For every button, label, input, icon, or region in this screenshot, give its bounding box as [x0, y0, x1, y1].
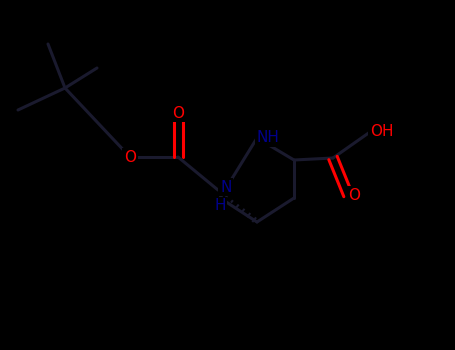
Text: N: N	[220, 180, 232, 195]
Text: NH: NH	[257, 131, 280, 146]
Text: O: O	[124, 149, 136, 164]
Text: OH: OH	[370, 125, 394, 140]
Text: O: O	[172, 105, 184, 120]
Text: O: O	[348, 188, 360, 203]
Text: H: H	[214, 198, 226, 214]
